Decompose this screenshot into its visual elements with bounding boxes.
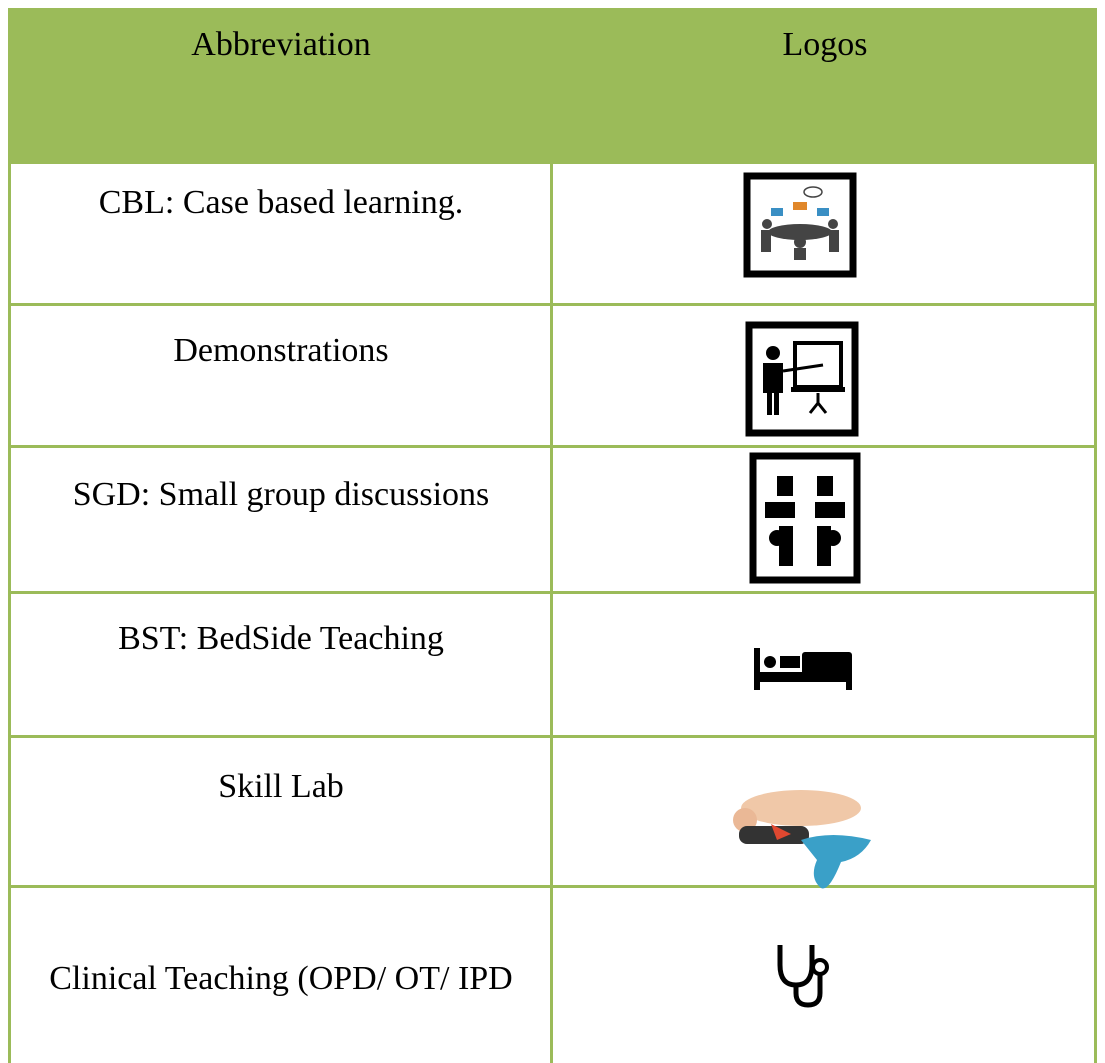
abbreviation-cell: BST: BedSide Teaching (118, 620, 444, 657)
table: Abbreviation Logos CBL: Case based learn… (8, 8, 1097, 1063)
table-row: CBL: Case based learning. (11, 164, 1094, 306)
column-divider (550, 164, 553, 1063)
cbl-icon (743, 172, 857, 278)
skill-lab-icon (733, 790, 871, 889)
abbreviation-cell: Clinical Teaching (OPD/ OT/ IPD (49, 960, 513, 997)
table-row: SGD: Small group discussions (11, 448, 1094, 594)
abbreviation-cell: Skill Lab (218, 768, 344, 805)
table-row: Demonstrations (11, 306, 1094, 448)
stethoscope-icon (777, 945, 829, 1008)
header-cell: Abbreviation (191, 26, 371, 63)
sgd-icon (749, 452, 861, 584)
table-row: Clinical Teaching (OPD/ OT/ IPD (11, 888, 1094, 1063)
bed-icon (754, 648, 852, 690)
abbreviation-cell: SGD: Small group discussions (72, 476, 490, 513)
abbreviation-cell: CBL: Case based learning. (98, 184, 464, 221)
demonstration-icon (745, 321, 859, 437)
table-row: BST: BedSide Teaching (11, 594, 1094, 738)
header-cell: Logos (782, 26, 868, 63)
table-header: Abbreviation Logos (11, 8, 1094, 164)
table-row: Skill Lab (11, 738, 1094, 888)
abbreviation-cell: Demonstrations (173, 332, 389, 369)
